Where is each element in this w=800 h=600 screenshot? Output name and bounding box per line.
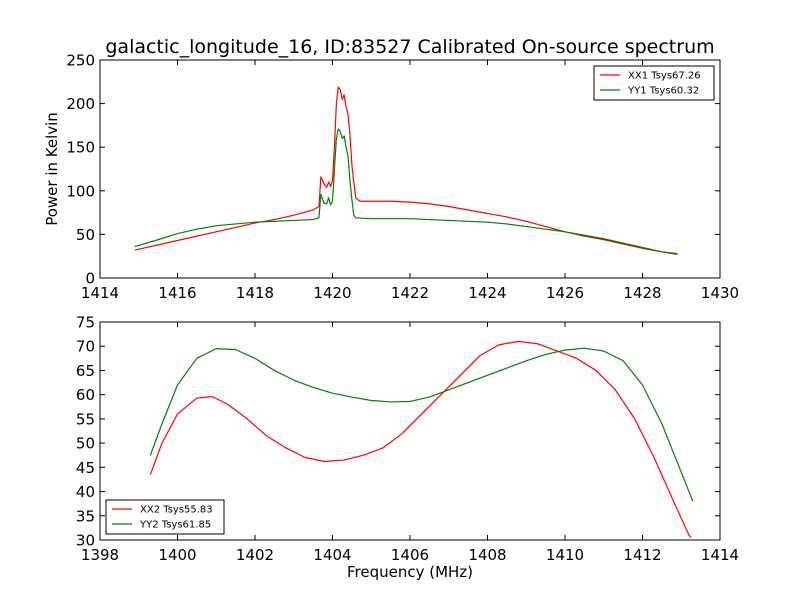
plot2-y-tick-label: 55 bbox=[76, 410, 95, 428]
plot2-x-tick-label: 1402 bbox=[236, 546, 274, 564]
plot1-x-tick-label: 1420 bbox=[313, 284, 351, 302]
plot2-y-tick-label: 65 bbox=[76, 362, 95, 380]
plot1-legend-label-2: YY1 Tsys60.32 bbox=[627, 86, 699, 97]
plot1-x-tick-label: 1414 bbox=[81, 284, 119, 302]
plot1-y-tick-label: 50 bbox=[76, 226, 95, 244]
plot1-x-tick-label: 1416 bbox=[158, 284, 196, 302]
plot2-x-axis-label: Frequency (MHz) bbox=[347, 563, 473, 581]
plot1-x-tick-label: 1418 bbox=[236, 284, 274, 302]
plot1-x-tick-label: 1422 bbox=[391, 284, 429, 302]
plot2-y-tick-label: 50 bbox=[76, 435, 95, 453]
plot2-x-tick-label: 1406 bbox=[391, 546, 429, 564]
plot2-y-tick-label: 40 bbox=[76, 483, 95, 501]
plot2-y-tick-label: 45 bbox=[76, 459, 95, 477]
plot1-x-tick-label: 1430 bbox=[701, 284, 739, 302]
plot1: 1414 1416 1418 1420 1422 1424 1426 1428 1430 0 50 1… bbox=[43, 52, 739, 303]
plot2-legend-box bbox=[105, 499, 225, 535]
plot1-series-2-line bbox=[134, 128, 678, 255]
plot2-x-tick-label: 1408 bbox=[468, 546, 506, 564]
plot2-legend: XX2 Tsys55.83 YY2 Tsys61.85 bbox=[105, 499, 225, 535]
plot1-legend-label-1: XX1 Tsys67.26 bbox=[628, 71, 701, 82]
plot2-x-tick-label: 1404 bbox=[313, 546, 351, 564]
plot2-x-tick-label: 1410 bbox=[546, 546, 584, 564]
plot2-y-tick-label: 35 bbox=[76, 507, 95, 525]
plot2-legend-label-1: XX2 Tsys55.83 bbox=[140, 505, 213, 516]
plot1-y-tick-label: 0 bbox=[85, 270, 95, 288]
plot1-y-tick-label: 100 bbox=[66, 182, 95, 200]
plot1-y-tick-label: 150 bbox=[66, 139, 95, 157]
plot1-legend: XX1 Tsys67.26 YY1 Tsys60.32 bbox=[593, 65, 715, 101]
plot2-y-tick-label: 70 bbox=[76, 338, 95, 356]
plot1-x-tick-label: 1428 bbox=[623, 284, 661, 302]
chart-title: galactic_longitude_16, ID:83527 Calibrat… bbox=[105, 36, 714, 58]
plot2: 1398 1400 1402 1404 1406 1408 1410 1412 1414 30 35… bbox=[76, 314, 739, 582]
plot2-legend-label-2: YY2 Tsys61.85 bbox=[139, 520, 211, 531]
plot2-x-tick-label: 1398 bbox=[81, 546, 119, 564]
plot1-series-1-line bbox=[134, 86, 678, 256]
plot1-legend-box bbox=[593, 65, 715, 101]
plot2-y-tick-label: 75 bbox=[76, 314, 95, 332]
plot2-y-tick-label: 30 bbox=[76, 532, 95, 550]
plot2-x-tick-label: 1414 bbox=[701, 546, 739, 564]
plot1-x-tick-label: 1424 bbox=[468, 284, 506, 302]
plot1-x-tick-label: 1426 bbox=[546, 284, 584, 302]
plot1-y-axis-label: Power in Kelvin bbox=[43, 112, 61, 226]
plot2-series-2-line bbox=[149, 347, 694, 502]
plot1-y-tick-label: 200 bbox=[66, 95, 95, 113]
plot2-x-tick-label: 1412 bbox=[623, 546, 661, 564]
plot2-series-1-line bbox=[149, 340, 692, 538]
plot1-y-tick-label: 250 bbox=[66, 52, 95, 70]
plot2-y-tick-label: 60 bbox=[76, 386, 95, 404]
plot2-x-tick-label: 1400 bbox=[158, 546, 196, 564]
